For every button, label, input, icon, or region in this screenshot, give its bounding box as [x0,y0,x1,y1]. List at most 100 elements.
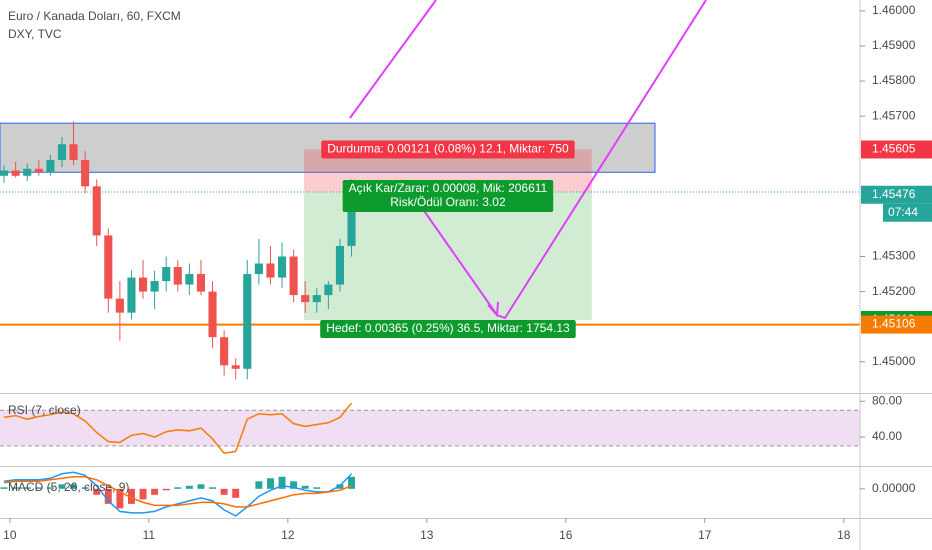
trend-line [412,0,707,320]
histogram-bar [35,487,43,489]
histogram-bar [162,488,170,491]
histogram-bar [313,487,321,489]
candle-body [23,168,32,176]
arrow-head [487,301,499,318]
x-tick-label: 18 [837,528,851,542]
countdown-box [883,203,932,222]
series-line [3,471,353,517]
candle-body [231,365,240,369]
candle-body [185,274,194,285]
histogram-bar [23,487,31,489]
price-label: 1.45605 [872,142,916,156]
histogram-bar [266,478,274,489]
candle-body [301,295,310,303]
candle-body [220,337,229,366]
x-tick-label: 13 [420,528,434,542]
candle-body [0,170,9,176]
x-tick-label: 10 [3,528,17,542]
candle-body [46,160,55,173]
pnl-label: Açık Kar/Zarar: 0.00008, Mik: 206611Risk… [342,179,554,212]
candle-body [34,168,43,173]
histogram-bar [348,476,356,489]
symbol-title: Euro / Kanada Doları, 60, FXCM [8,9,181,23]
histogram-bar [185,485,193,489]
y-tick-label: 1.46000 [872,3,916,17]
candle-body [173,267,182,285]
histogram-bar [174,487,182,489]
histogram-bar [58,484,66,489]
label-text: Risk/Ödül Oranı: 3.02 [390,195,506,209]
histogram-bar [12,487,20,489]
histogram-bar [255,481,263,489]
candle-body [335,245,344,285]
y-tick-label: 0.00000 [872,481,916,495]
countdown: 07:44 [888,205,918,219]
label-text: Hedef: 0.00365 (0.25%) 36.5, Miktar: 175… [326,321,570,335]
label-box [321,140,575,159]
candle-body [150,281,159,292]
candle-body [115,298,124,313]
histogram-bar [209,487,217,489]
y-tick-label: 1.45700 [872,108,916,122]
candle-body [243,274,252,369]
histogram-bar [232,488,240,498]
rsi-band [0,410,860,447]
candle-body [57,144,67,161]
label-box [342,179,554,212]
candle-body [104,235,113,299]
candle-body [138,277,148,292]
label-text: Durdurma: 0.00121 (0.08%) 12.1, Miktar: … [327,142,569,156]
candle-body [196,274,206,292]
candle-body [81,160,90,187]
trend-line [349,0,437,119]
target-label: Hedef: 0.00365 (0.25%) 36.5, Miktar: 175… [320,320,576,339]
candle-body [127,277,136,313]
drawing [349,0,707,320]
histogram-bar [197,484,205,489]
y-tick-label: 1.45200 [872,284,916,298]
candle-body [92,186,101,236]
candle-body [324,284,333,296]
candle-body [289,256,298,296]
y-tick-label: 1.45000 [872,354,916,368]
macd-title: MACD (5, 26, close, 9) [8,480,129,494]
histogram-bar [301,485,309,489]
y-tick-label: 1.45800 [872,73,916,87]
candle-body [312,295,321,303]
histogram-bar [46,487,54,489]
histogram-bar [278,476,286,489]
histogram-bar [139,488,147,500]
histogram-bar [70,484,78,489]
rsi-title: RSI (7, close) [8,403,81,417]
y-tick-label: 40.00 [872,429,902,443]
price-label: 1.45106 [872,317,916,331]
label-text: Açık Kar/Zarar: 0.00008, Mik: 206611 [349,181,548,195]
histogram-bar [127,488,135,504]
candle-body [347,194,356,246]
x-tick-label: 17 [698,528,712,542]
price-label: 1.45476 [872,187,916,201]
candle-body [254,263,263,275]
histogram-bar [220,488,228,495]
candle-body [277,256,287,278]
x-tick-label: 12 [281,528,295,542]
x-tick-label: 11 [143,528,156,542]
histogram-bar [0,487,8,489]
y-tick-label: 80.00 [872,393,902,407]
series-line [3,476,352,508]
series-line [3,402,353,455]
histogram-bar [104,488,112,504]
x-tick-label: 16 [559,528,573,542]
histogram-bar [151,488,159,495]
stop-label: Durdurma: 0.00121 (0.08%) 12.1, Miktar: … [321,140,575,159]
price-label-box [861,140,932,159]
candle-body [208,291,217,338]
histogram-bar [93,488,101,495]
label-box [320,320,576,339]
candle-body [69,144,78,161]
price-label-box [861,185,932,204]
histogram-bar [290,481,298,489]
histogram-bar [81,487,89,489]
